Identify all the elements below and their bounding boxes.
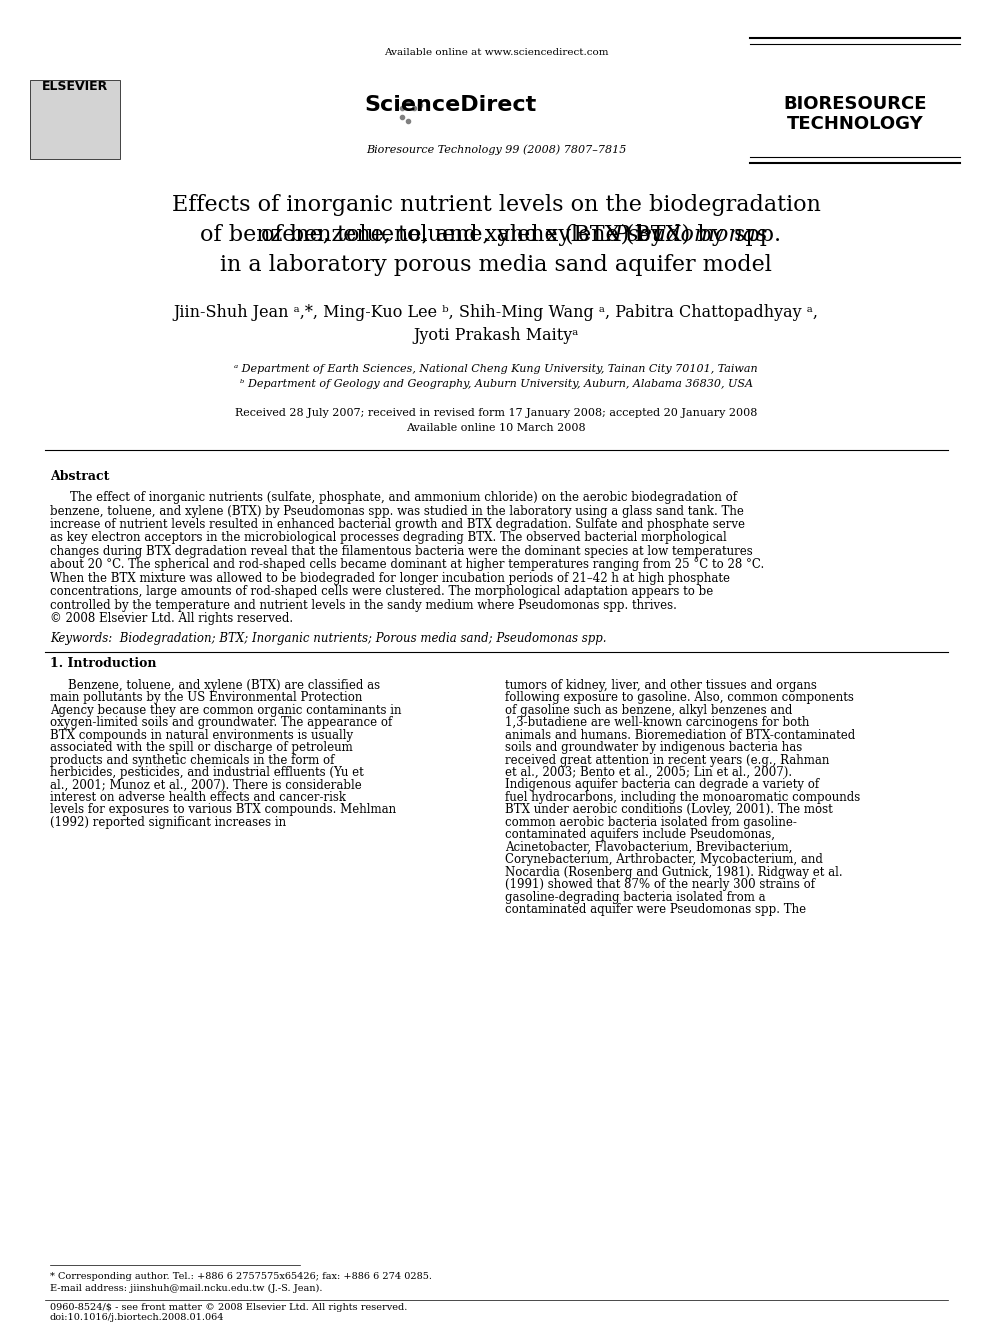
Text: in a laboratory porous media sand aquifer model: in a laboratory porous media sand aquife…: [220, 254, 772, 277]
Text: Pseudomonas: Pseudomonas: [613, 224, 768, 246]
Text: following exposure to gasoline. Also, common components: following exposure to gasoline. Also, co…: [505, 692, 854, 704]
Text: of benzene, toluene, and xylene (BTX) by ⁣⁣⁣⁣⁣⁣⁣⁣⁣⁣⁣⁣ spp.: of benzene, toluene, and xylene (BTX) by…: [234, 224, 758, 246]
Text: Indigenous aquifer bacteria can degrade a variety of: Indigenous aquifer bacteria can degrade …: [505, 778, 819, 791]
Text: Benzene, toluene, and xylene (BTX) are classified as: Benzene, toluene, and xylene (BTX) are c…: [68, 679, 380, 692]
Text: fuel hydrocarbons, including the monoaromatic compounds: fuel hydrocarbons, including the monoaro…: [505, 791, 860, 804]
Text: E-mail address: jiinshuh@mail.ncku.edu.tw (J.-S. Jean).: E-mail address: jiinshuh@mail.ncku.edu.t…: [50, 1285, 322, 1293]
Text: doi:10.1016/j.biortech.2008.01.064: doi:10.1016/j.biortech.2008.01.064: [50, 1312, 224, 1322]
Text: gasoline-degrading bacteria isolated from a: gasoline-degrading bacteria isolated fro…: [505, 890, 766, 904]
Text: Available online 10 March 2008: Available online 10 March 2008: [406, 423, 586, 434]
Text: ᵃ Department of Earth Sciences, National Cheng Kung University, Tainan City 7010: ᵃ Department of Earth Sciences, National…: [234, 364, 758, 373]
Text: tumors of kidney, liver, and other tissues and organs: tumors of kidney, liver, and other tissu…: [505, 679, 816, 692]
Text: interest on adverse health effects and cancer-risk: interest on adverse health effects and c…: [50, 791, 346, 804]
Text: 1,3-butadiene are well-known carcinogens for both: 1,3-butadiene are well-known carcinogens…: [505, 716, 809, 729]
Text: changes during BTX degradation reveal that the filamentous bacteria were the dom: changes during BTX degradation reveal th…: [50, 545, 753, 558]
Text: levels for exposures to various BTX compounds. Mehlman: levels for exposures to various BTX comp…: [50, 803, 396, 816]
FancyBboxPatch shape: [30, 79, 120, 159]
Text: * Corresponding author. Tel.: +886 6 2757575x65426; fax: +886 6 274 0285.: * Corresponding author. Tel.: +886 6 275…: [50, 1271, 432, 1281]
Text: oxygen-limited soils and groundwater. The appearance of: oxygen-limited soils and groundwater. Th…: [50, 716, 392, 729]
Text: of benzene, toluene, and xylene (BTX) by: of benzene, toluene, and xylene (BTX) by: [200, 224, 671, 246]
Text: © 2008 Elsevier Ltd. All rights reserved.: © 2008 Elsevier Ltd. All rights reserved…: [50, 613, 293, 624]
Text: products and synthetic chemicals in the form of: products and synthetic chemicals in the …: [50, 754, 334, 766]
Text: (1992) reported significant increases in: (1992) reported significant increases in: [50, 816, 286, 828]
Text: et al., 2003; Bento et al., 2005; Lin et al., 2007).: et al., 2003; Bento et al., 2005; Lin et…: [505, 766, 793, 779]
Text: Keywords:  Biodegradation; BTX; Inorganic nutrients; Porous media sand; Pseudomo: Keywords: Biodegradation; BTX; Inorganic…: [50, 632, 606, 646]
Text: contaminated aquifer were Pseudomonas spp. The: contaminated aquifer were Pseudomonas sp…: [505, 904, 806, 916]
Text: ScienceDirect: ScienceDirect: [364, 95, 536, 115]
Text: Available online at www.sciencedirect.com: Available online at www.sciencedirect.co…: [384, 48, 608, 57]
Text: 1. Introduction: 1. Introduction: [50, 658, 157, 669]
Text: Jyoti Prakash Maityᵃ: Jyoti Prakash Maityᵃ: [414, 327, 578, 344]
Text: The effect of inorganic nutrients (sulfate, phosphate, and ammonium chloride) on: The effect of inorganic nutrients (sulfa…: [70, 491, 737, 504]
Text: benzene, toluene, and xylene (BTX) by Pseudomonas spp. was studied in the labora: benzene, toluene, and xylene (BTX) by Ps…: [50, 504, 744, 517]
Text: ELSEVIER: ELSEVIER: [42, 79, 108, 93]
Text: Received 28 July 2007; received in revised form 17 January 2008; accepted 20 Jan: Received 28 July 2007; received in revis…: [235, 409, 757, 418]
Text: (1991) showed that 87% of the nearly 300 strains of: (1991) showed that 87% of the nearly 300…: [505, 878, 815, 892]
Text: animals and humans. Bioremediation of BTX-contaminated: animals and humans. Bioremediation of BT…: [505, 729, 855, 742]
Text: Nocardia (Rosenberg and Gutnick, 1981). Ridgway et al.: Nocardia (Rosenberg and Gutnick, 1981). …: [505, 865, 842, 878]
Text: concentrations, large amounts of rod-shaped cells were clustered. The morphologi: concentrations, large amounts of rod-sha…: [50, 585, 713, 598]
Text: ᵇ Department of Geology and Geography, Auburn University, Auburn, Alabama 36830,: ᵇ Department of Geology and Geography, A…: [239, 378, 753, 389]
Text: spp.: spp.: [727, 224, 781, 246]
Text: controlled by the temperature and nutrient levels in the sandy medium where Pseu: controlled by the temperature and nutrie…: [50, 599, 677, 611]
Text: BTX compounds in natural environments is usually: BTX compounds in natural environments is…: [50, 729, 353, 742]
Text: herbicides, pesticides, and industrial effluents (Yu et: herbicides, pesticides, and industrial e…: [50, 766, 364, 779]
Text: BIORESOURCE
TECHNOLOGY: BIORESOURCE TECHNOLOGY: [784, 95, 927, 134]
Text: received great attention in recent years (e.g., Rahman: received great attention in recent years…: [505, 754, 829, 766]
Text: of gasoline such as benzene, alkyl benzenes and: of gasoline such as benzene, alkyl benze…: [505, 704, 793, 717]
Text: Abstract: Abstract: [50, 470, 109, 483]
Text: Effects of inorganic nutrient levels on the biodegradation: Effects of inorganic nutrient levels on …: [172, 194, 820, 216]
Text: of benzene, toluene, and xylene (BTX) by: of benzene, toluene, and xylene (BTX) by: [261, 224, 731, 246]
Text: main pollutants by the US Environmental Protection: main pollutants by the US Environmental …: [50, 692, 362, 704]
Text: Acinetobacter, Flavobacterium, Brevibacterium,: Acinetobacter, Flavobacterium, Brevibact…: [505, 840, 793, 853]
Text: common aerobic bacteria isolated from gasoline-: common aerobic bacteria isolated from ga…: [505, 816, 797, 828]
Text: When the BTX mixture was allowed to be biodegraded for longer incubation periods: When the BTX mixture was allowed to be b…: [50, 572, 730, 585]
Text: increase of nutrient levels resulted in enhanced bacterial growth and BTX degrad: increase of nutrient levels resulted in …: [50, 519, 745, 531]
Text: about 20 °C. The spherical and rod-shaped cells became dominant at higher temper: about 20 °C. The spherical and rod-shape…: [50, 558, 764, 572]
Text: BTX under aerobic conditions (Lovley, 2001). The most: BTX under aerobic conditions (Lovley, 20…: [505, 803, 832, 816]
Text: Bioresource Technology 99 (2008) 7807–7815: Bioresource Technology 99 (2008) 7807–78…: [366, 144, 626, 155]
Text: as key electron acceptors in the microbiological processes degrading BTX. The ob: as key electron acceptors in the microbi…: [50, 532, 727, 545]
Text: contaminated aquifers include Pseudomonas,: contaminated aquifers include Pseudomona…: [505, 828, 775, 841]
Text: soils and groundwater by indigenous bacteria has: soils and groundwater by indigenous bact…: [505, 741, 803, 754]
Text: associated with the spill or discharge of petroleum: associated with the spill or discharge o…: [50, 741, 353, 754]
Text: 0960-8524/$ - see front matter © 2008 Elsevier Ltd. All rights reserved.: 0960-8524/$ - see front matter © 2008 El…: [50, 1303, 408, 1312]
Text: Agency because they are common organic contaminants in: Agency because they are common organic c…: [50, 704, 402, 717]
Text: Corynebacterium, Arthrobacter, Mycobacterium, and: Corynebacterium, Arthrobacter, Mycobacte…: [505, 853, 823, 867]
Text: al., 2001; Munoz et al., 2007). There is considerable: al., 2001; Munoz et al., 2007). There is…: [50, 778, 362, 791]
Text: Jiin-Shuh Jean ᵃ,*, Ming-Kuo Lee ᵇ, Shih-Ming Wang ᵃ, Pabitra Chattopadhyay ᵃ,: Jiin-Shuh Jean ᵃ,*, Ming-Kuo Lee ᵇ, Shih…: [174, 304, 818, 320]
